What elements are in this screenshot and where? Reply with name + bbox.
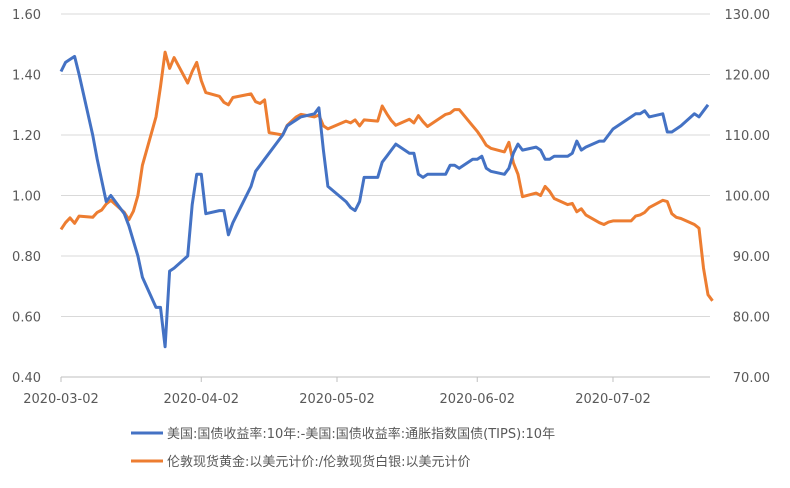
right-axis-tick-label: 130.00 bbox=[725, 8, 771, 23]
series-line-gold-silver-ratio bbox=[59, 50, 714, 302]
left-axis-tick-label: 1.20 bbox=[12, 129, 41, 144]
x-axis-tick-label: 2020-04-02 bbox=[163, 392, 239, 407]
grid-lines bbox=[61, 13, 710, 317]
legend-label: 伦敦现货黄金:以美元计价:/伦敦现货白银:以美元计价 bbox=[167, 454, 471, 470]
x-axis-tick-label: 2020-05-02 bbox=[299, 392, 375, 407]
right-axis-tick-label: 70.00 bbox=[733, 371, 770, 386]
left-axis-tick-label: 1.00 bbox=[12, 190, 41, 205]
axes: 0.40 0.60 0.80 1.00 1.20 1.40 1.60 70.00 80.00 90… bbox=[12, 8, 770, 407]
x-axis-tick-label: 2020-07-02 bbox=[575, 392, 651, 407]
x-axis-tick-label: 2020-03-02 bbox=[23, 392, 99, 407]
right-axis-tick-label: 110.00 bbox=[725, 129, 771, 144]
legend-label: 美国:国债收益率:10年:-美国:国债收益率:通胀指数国债(TIPS):10年 bbox=[167, 426, 555, 442]
series-lines bbox=[59, 50, 714, 349]
right-axis-tick-label: 90.00 bbox=[733, 250, 770, 265]
series-line-real-yield-spread bbox=[59, 54, 710, 349]
left-axis-tick-label: 1.60 bbox=[12, 8, 41, 23]
left-axis-tick-label: 1.40 bbox=[12, 69, 41, 84]
left-axis-tick-label: 0.80 bbox=[12, 250, 41, 265]
left-axis-tick-label: 0.60 bbox=[12, 311, 41, 326]
left-axis-tick-label: 0.40 bbox=[12, 371, 41, 386]
right-axis-tick-label: 100.00 bbox=[725, 190, 771, 205]
legend: 美国:国债收益率:10年:-美国:国债收益率:通胀指数国债(TIPS):10年伦… bbox=[131, 426, 555, 470]
x-axis-tick-label: 2020-06-02 bbox=[439, 392, 515, 407]
right-axis-tick-label: 120.00 bbox=[725, 69, 771, 84]
right-axis-tick-label: 80.00 bbox=[733, 311, 770, 326]
